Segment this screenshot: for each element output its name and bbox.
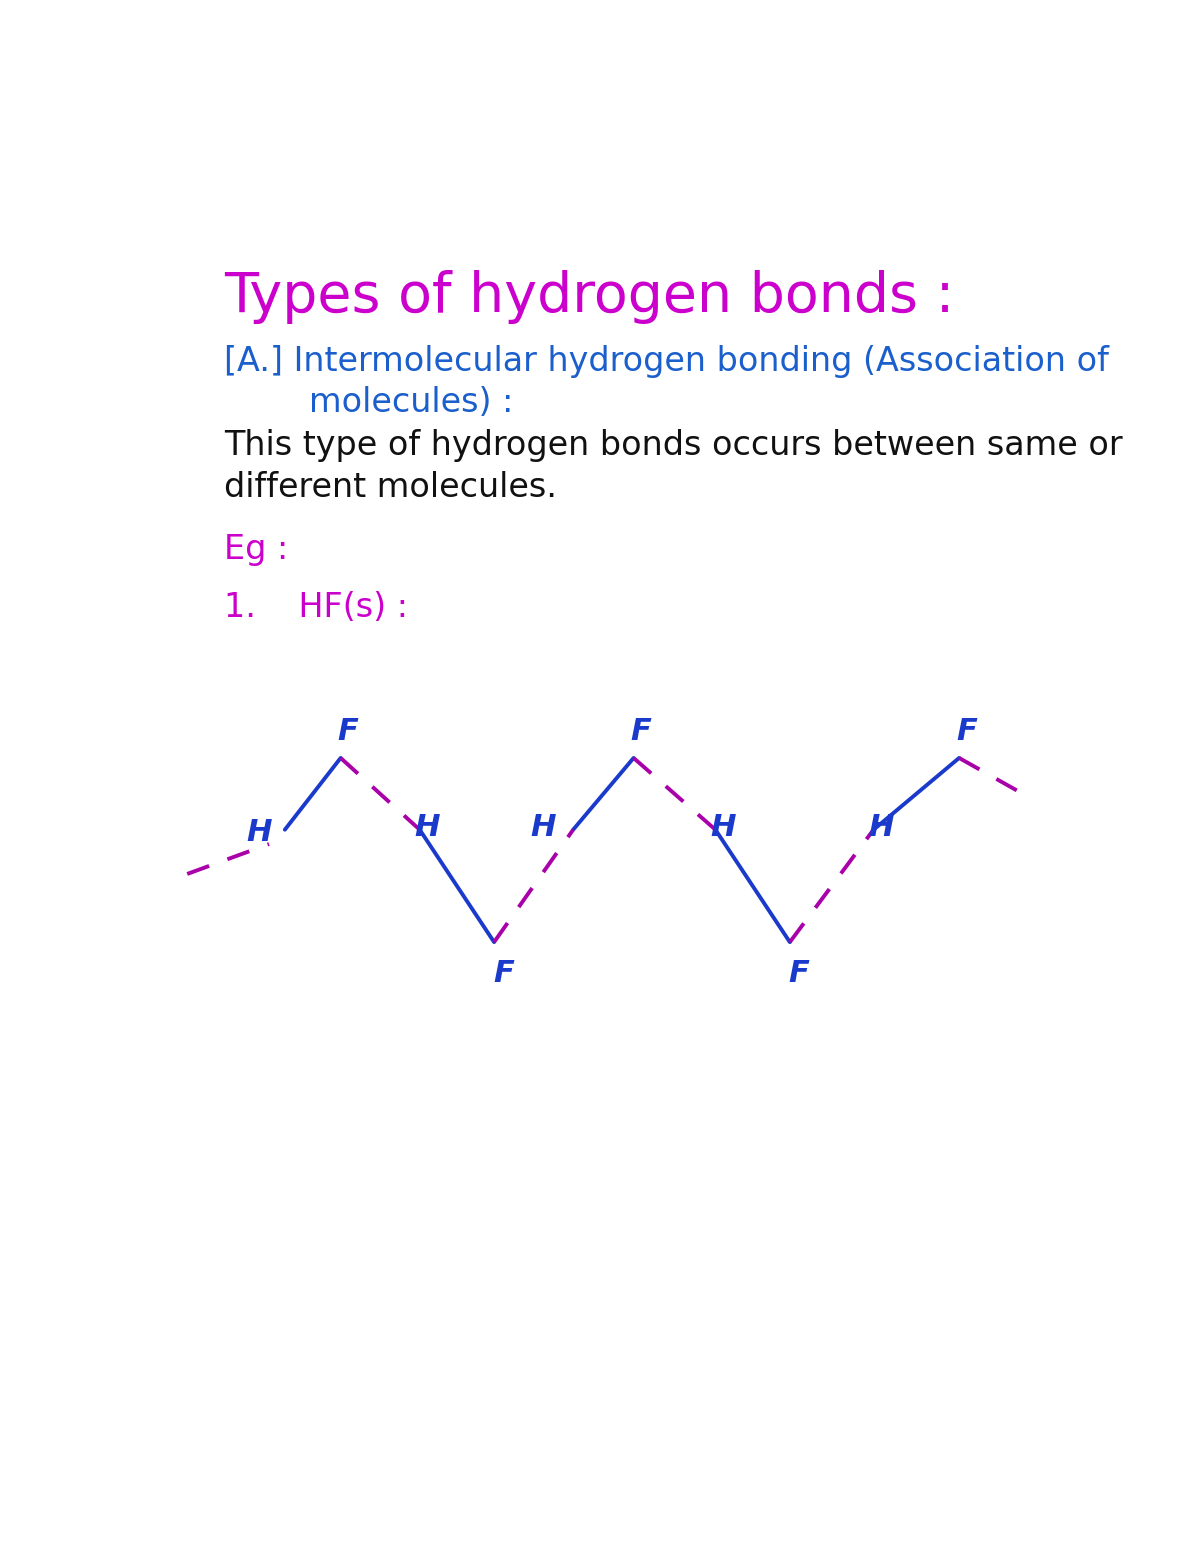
Text: F: F bbox=[956, 717, 977, 745]
Text: F: F bbox=[493, 958, 514, 988]
Text: H: H bbox=[869, 812, 894, 842]
Text: H: H bbox=[710, 812, 736, 842]
Text: F: F bbox=[337, 717, 359, 745]
Text: different molecules.: different molecules. bbox=[224, 471, 557, 505]
Text: [A.] Intermolecular hydrogen bonding (Association of: [A.] Intermolecular hydrogen bonding (As… bbox=[224, 345, 1109, 379]
Text: F: F bbox=[631, 717, 652, 745]
Text: Eg :: Eg : bbox=[224, 533, 289, 567]
Text: Types of hydrogen bonds :: Types of hydrogen bonds : bbox=[224, 270, 955, 325]
Text: 1.    HF(s) :: 1. HF(s) : bbox=[224, 590, 408, 624]
Text: molecules) :: molecules) : bbox=[224, 387, 514, 419]
Text: This type of hydrogen bonds occurs between same or: This type of hydrogen bonds occurs betwe… bbox=[224, 429, 1123, 463]
Text: H: H bbox=[414, 812, 440, 842]
Text: H: H bbox=[530, 812, 556, 842]
Text: F: F bbox=[788, 958, 810, 988]
Text: H: H bbox=[246, 817, 271, 846]
